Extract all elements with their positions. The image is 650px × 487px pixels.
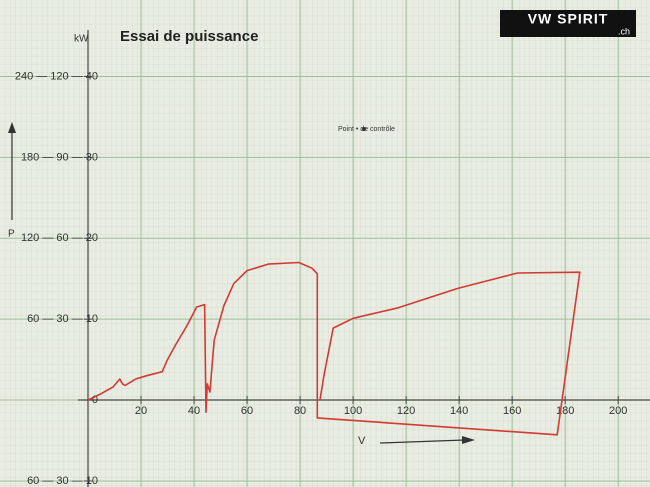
x-tick-label: 40 <box>188 405 200 417</box>
y-tick-label: 0 <box>92 394 98 406</box>
y-tick-label: 240 — 120 — 40 <box>15 70 98 82</box>
control-point-marker <box>362 127 366 131</box>
y-tick-label: 180 — 90 — 30 <box>21 151 98 163</box>
power-curve <box>87 261 581 436</box>
x-tick-label: 80 <box>294 405 306 417</box>
x-tick-label: 20 <box>135 405 147 417</box>
logo-sub: .ch <box>618 26 630 36</box>
x-tick-label: 100 <box>344 405 362 417</box>
y-tick-label: 60 — 30 — 10 <box>27 475 98 487</box>
x-arrowhead <box>462 436 475 444</box>
x-tick-label: 60 <box>241 405 253 417</box>
y-tick-label: 120 — 60 — 20 <box>21 232 98 244</box>
logo-box <box>500 10 636 37</box>
x-axis-label: V <box>358 435 366 447</box>
x-tick-label: 200 <box>609 405 627 417</box>
unit-label: kW <box>74 34 89 45</box>
x-tick-label: 160 <box>503 405 521 417</box>
x-tick-label: 140 <box>450 405 468 417</box>
chart-title: Essai de puissance <box>120 28 258 45</box>
y-axis-label: P <box>8 229 15 240</box>
y-tick-label: 60 — 30 — 10 <box>27 313 98 325</box>
x-tick-label: 120 <box>397 405 415 417</box>
x-tick-label: 180 <box>556 405 574 417</box>
logo: VW SPIRIT <box>528 11 609 27</box>
x-arrow <box>379 439 466 444</box>
annotation: Point • de contrôle <box>338 126 395 133</box>
y-arrowhead <box>8 122 16 133</box>
